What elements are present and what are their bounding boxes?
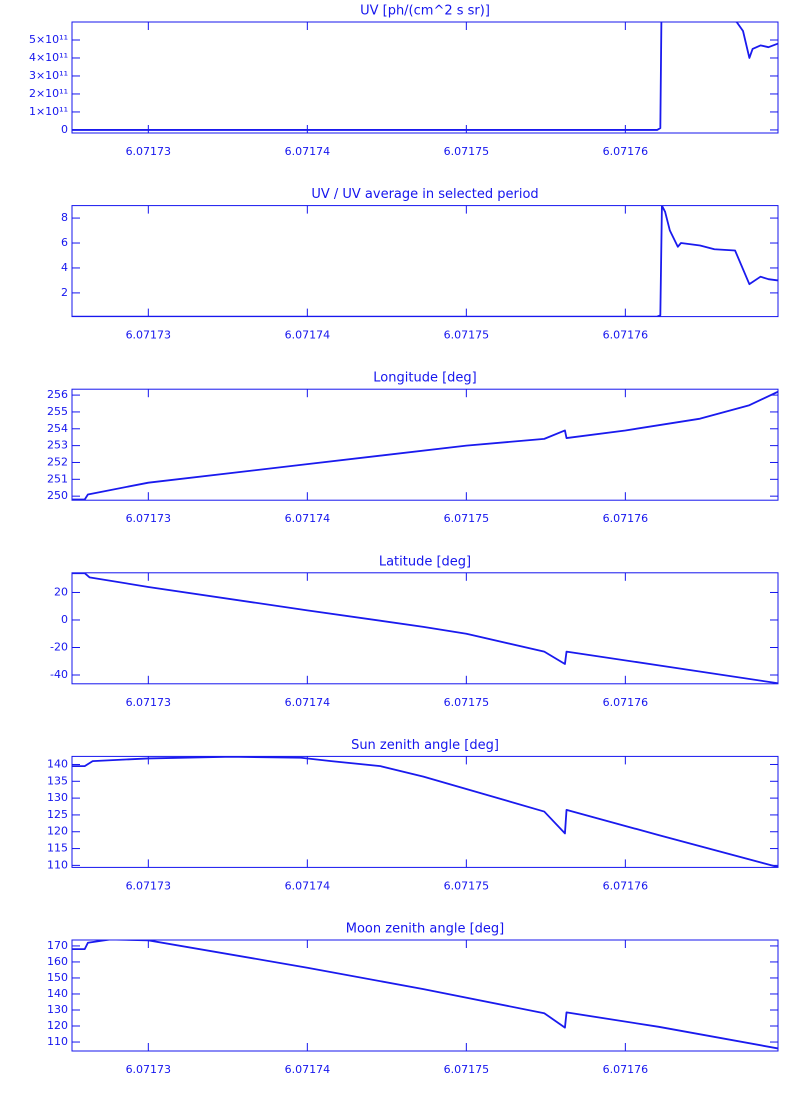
- y-tick-label: 8: [61, 211, 68, 224]
- y-tick-label: 256: [47, 388, 68, 401]
- panel-title: Latitude [deg]: [379, 554, 471, 569]
- y-tick-label: 2×10¹¹: [29, 87, 68, 100]
- x-tick-label: 6.07174: [285, 879, 331, 892]
- panel: Sun zenith angle [deg] 110 115 120 125 130 135…: [47, 738, 779, 892]
- x-tick-label: 6.07175: [444, 696, 490, 709]
- y-tick-label: 130: [47, 1003, 68, 1016]
- x-tick-label: 6.07176: [603, 879, 649, 892]
- plot-frame: [71, 388, 779, 501]
- y-tick-label: 115: [47, 842, 68, 855]
- y-tick-label: 140: [47, 987, 68, 1000]
- panel: Moon zenith angle [deg] 110 120 130 140 150 16…: [47, 922, 779, 1076]
- data-line: [72, 756, 778, 868]
- plot-frame: [71, 21, 779, 134]
- x-tick-label: 6.07174: [285, 329, 331, 342]
- panel: Longitude [deg] 250 251 252 253 254 255 256 6.07…: [47, 371, 779, 525]
- x-tick-label: 6.07173: [126, 879, 172, 892]
- x-tick-label: 6.07176: [603, 329, 649, 342]
- x-tick-label: 6.07176: [603, 696, 649, 709]
- y-tick-label: 170: [47, 939, 68, 952]
- y-tick-label: 130: [47, 791, 68, 804]
- y-tick-label: 4: [61, 261, 68, 274]
- x-tick-label: 6.07175: [444, 329, 490, 342]
- plot-frame: [71, 572, 779, 685]
- x-tick-label: 6.07174: [285, 145, 331, 158]
- plot-frame: [71, 939, 779, 1052]
- y-tick-label: 252: [47, 455, 68, 468]
- y-tick-label: 6: [61, 236, 68, 249]
- y-tick-label: 251: [47, 472, 68, 485]
- y-tick-label: -20: [50, 640, 68, 653]
- y-tick-label: 254: [47, 422, 68, 435]
- x-tick-label: 6.07176: [603, 1063, 649, 1076]
- y-tick-label: 2: [61, 286, 68, 299]
- panel-title: Moon zenith angle [deg]: [346, 922, 504, 937]
- data-line: [72, 22, 778, 131]
- y-tick-label: 253: [47, 439, 68, 452]
- x-tick-label: 6.07175: [444, 879, 490, 892]
- plot-frame: [71, 205, 779, 318]
- panel: UV / UV average in selected period 2 4 6 8 6.…: [61, 187, 779, 342]
- y-tick-label: 3×10¹¹: [29, 69, 68, 82]
- x-tick-label: 6.07174: [285, 512, 331, 525]
- x-tick-label: 6.07174: [285, 1063, 331, 1076]
- x-tick-label: 6.07176: [603, 145, 649, 158]
- panel: UV [ph/(cm^2 s sr)] 0 1×10¹¹ 2×10¹¹ 3×10¹¹ 4×…: [29, 4, 779, 158]
- x-tick-label: 6.07176: [603, 512, 649, 525]
- panel-title: Sun zenith angle [deg]: [351, 738, 499, 753]
- y-tick-label: 250: [47, 489, 68, 502]
- panel-title: UV [ph/(cm^2 s sr)]: [360, 4, 490, 19]
- panel: Latitude [deg] -40 -20 0 20 6.07173 6.07174 6.0…: [50, 554, 779, 709]
- y-tick-label: 120: [47, 1019, 68, 1032]
- y-tick-label: 0: [61, 613, 68, 626]
- y-tick-label: -40: [50, 668, 68, 681]
- panel-title: Longitude [deg]: [373, 371, 476, 386]
- y-tick-label: 255: [47, 405, 68, 418]
- y-tick-label: 120: [47, 825, 68, 838]
- y-tick-label: 1×10¹¹: [29, 105, 68, 118]
- y-tick-label: 125: [47, 808, 68, 821]
- x-tick-label: 6.07175: [444, 1063, 490, 1076]
- y-tick-label: 4×10¹¹: [29, 51, 68, 64]
- y-tick-label: 140: [47, 757, 68, 770]
- x-tick-label: 6.07175: [444, 145, 490, 158]
- x-tick-label: 6.07173: [126, 512, 172, 525]
- y-tick-label: 110: [47, 858, 68, 871]
- plot-frame: [71, 755, 779, 868]
- panel-title: UV / UV average in selected period: [311, 187, 538, 202]
- y-tick-label: 0: [61, 123, 68, 136]
- data-line: [72, 390, 778, 501]
- x-tick-label: 6.07173: [126, 145, 172, 158]
- x-tick-label: 6.07173: [126, 329, 172, 342]
- x-tick-label: 6.07173: [126, 696, 172, 709]
- x-tick-label: 6.07174: [285, 696, 331, 709]
- y-tick-label: 160: [47, 955, 68, 968]
- y-tick-label: 135: [47, 774, 68, 787]
- x-tick-label: 6.07175: [444, 512, 490, 525]
- y-tick-label: 20: [54, 585, 68, 598]
- y-tick-label: 110: [47, 1035, 68, 1048]
- data-line: [72, 572, 778, 684]
- y-tick-label: 5×10¹¹: [29, 33, 68, 46]
- y-tick-label: 150: [47, 971, 68, 984]
- x-tick-label: 6.07173: [126, 1063, 172, 1076]
- data-line: [72, 940, 778, 1050]
- data-line: [72, 205, 778, 317]
